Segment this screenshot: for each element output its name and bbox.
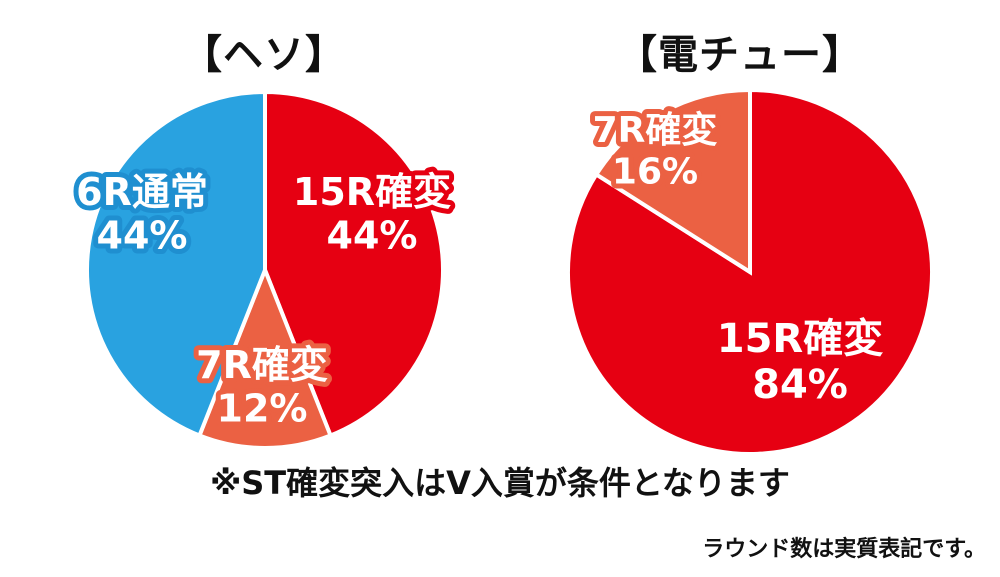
label-heso-7r: 7R確変 12% xyxy=(196,343,328,431)
round-footnote: ラウンド数は実質表記です。 xyxy=(702,537,986,562)
slice-heso-7r xyxy=(196,264,334,450)
label-denchu-15r: 15R確変 84% xyxy=(717,316,883,408)
slice-heso-15r xyxy=(263,89,445,439)
slice-heso-6r xyxy=(85,89,267,439)
slice-denchu-7r xyxy=(593,87,752,276)
label-heso-15r: 15R確変 44% xyxy=(293,170,451,258)
label-denchu-7r: 7R確変 16% xyxy=(593,109,718,192)
chart-title-heso: 【ヘソ】 xyxy=(182,32,346,78)
chart-title-denchu: 【電チュー】 xyxy=(617,32,863,78)
label-heso-6r: 6R通常 44% xyxy=(76,170,208,258)
condition-note: ※ST確変突入はV入賞が条件となります xyxy=(210,464,790,502)
